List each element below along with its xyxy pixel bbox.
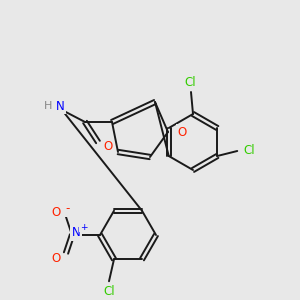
Text: O: O — [177, 125, 187, 139]
Text: +: + — [80, 223, 88, 232]
Text: H: H — [44, 101, 52, 111]
Text: Cl: Cl — [184, 76, 196, 88]
Text: N: N — [72, 226, 80, 239]
Text: O: O — [103, 140, 112, 152]
Text: O: O — [51, 206, 61, 218]
Text: Cl: Cl — [103, 285, 115, 298]
Text: Cl: Cl — [243, 145, 255, 158]
Text: -: - — [66, 202, 70, 215]
Text: O: O — [51, 251, 61, 265]
Text: N: N — [56, 100, 64, 112]
